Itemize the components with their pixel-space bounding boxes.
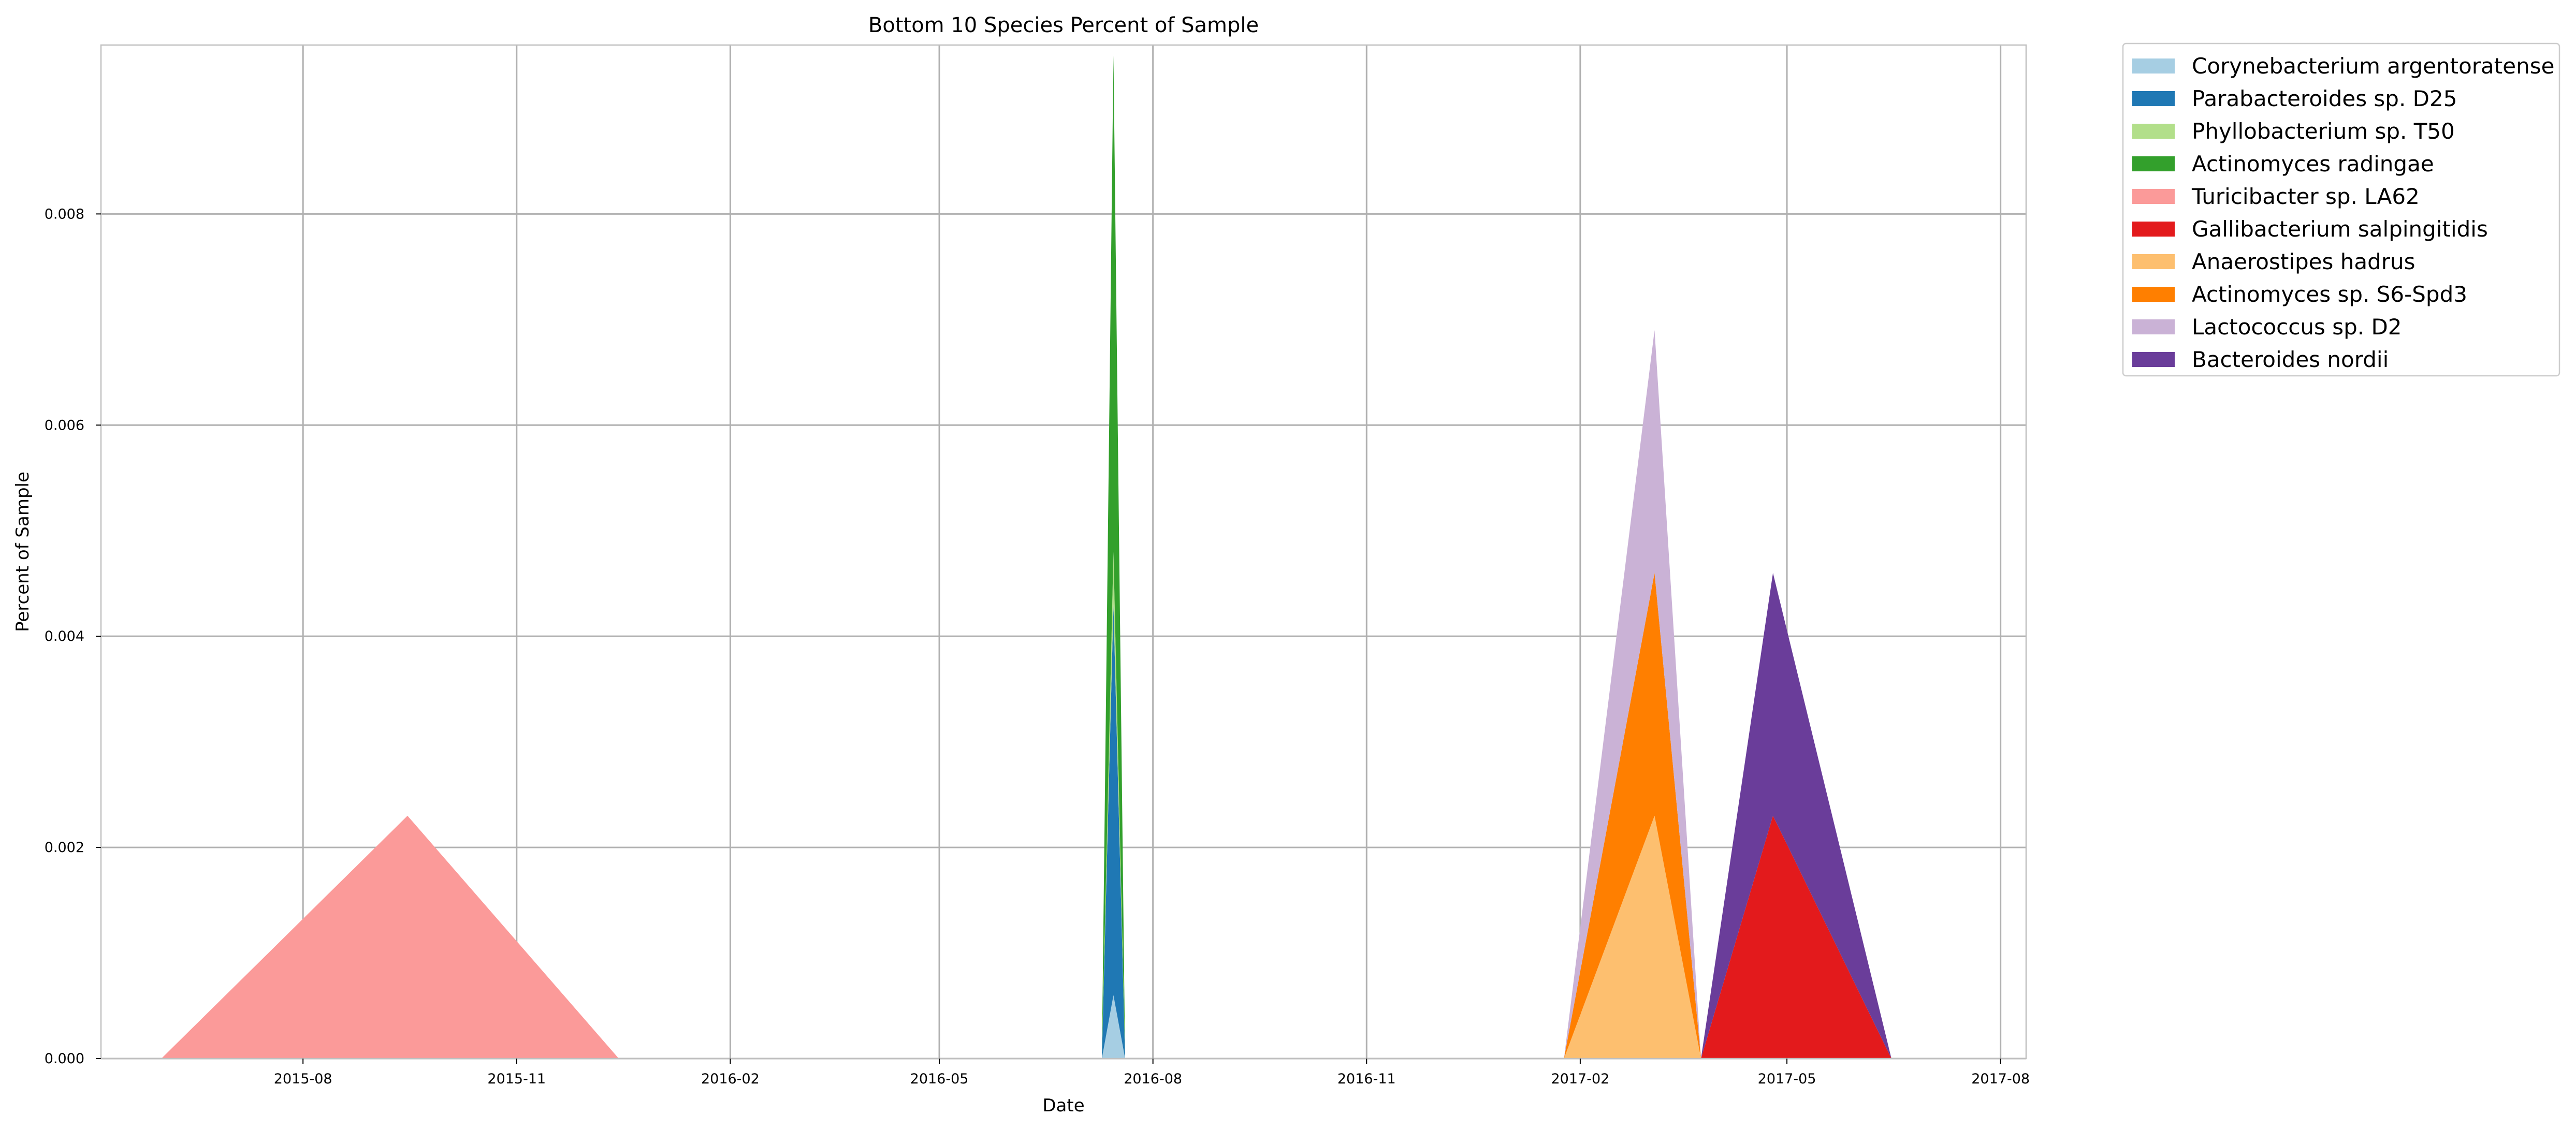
y-axis-ticks: 0.000 0.002 0.004 0.006 0.008 xyxy=(45,206,101,1067)
legend-entry-label: Turicibacter sp. LA62 xyxy=(2191,184,2420,209)
x-tick-label: 2016-02 xyxy=(701,1071,760,1087)
x-tick-label: 2015-11 xyxy=(487,1071,546,1087)
legend-swatch xyxy=(2132,189,2175,204)
x-tick-label: 2017-05 xyxy=(1758,1071,1816,1087)
y-tick-label: 0.004 xyxy=(45,628,84,644)
legend-entry-label: Gallibacterium salpingitidis xyxy=(2192,216,2488,242)
legend-entry-label: Bacteroides nordii xyxy=(2192,347,2389,372)
legend-swatch xyxy=(2132,91,2175,106)
area-series-10 xyxy=(161,55,1891,1059)
legend-swatch xyxy=(2132,124,2175,139)
legend-swatch xyxy=(2132,352,2175,367)
y-tick-label: 0.008 xyxy=(45,206,84,222)
x-tick-label: 2016-11 xyxy=(1337,1071,1396,1087)
y-tick-label: 0.002 xyxy=(45,840,84,856)
legend-entry-label: Parabacteroides sp. D25 xyxy=(2192,86,2457,111)
legend-entry-label: Actinomyces radingae xyxy=(2192,151,2434,177)
x-tick-label: 2016-08 xyxy=(1124,1071,1182,1087)
legend: Corynebacterium argentoratense Parabacter… xyxy=(2122,42,2560,377)
legend-swatch xyxy=(2132,319,2175,334)
x-axis-ticks: 2015-08 2015-11 2016-02 2016-05 2016-08 2016-… xyxy=(274,1059,2030,1087)
y-axis-label: Percent of Sample xyxy=(12,472,33,632)
area-series-5 xyxy=(161,55,1891,1059)
legend-swatch xyxy=(2132,156,2175,171)
chart-title: Bottom 10 Species Percent of Sample xyxy=(868,13,1259,37)
legend-swatch xyxy=(2132,222,2175,237)
x-tick-label: 2015-08 xyxy=(274,1071,332,1087)
legend-entry-label: Lactococcus sp. D2 xyxy=(2192,314,2402,340)
legend-swatch xyxy=(2132,287,2175,302)
legend-entry-label: Anaerostipes hadrus xyxy=(2192,249,2415,274)
x-tick-label: 2017-02 xyxy=(1551,1071,1609,1087)
x-tick-label: 2016-05 xyxy=(910,1071,969,1087)
x-tick-label: 2017-08 xyxy=(1971,1071,2030,1087)
plot-frame xyxy=(100,44,2027,1060)
legend-entry-label: Phyllobacterium sp. T50 xyxy=(2192,119,2455,144)
x-axis-label: Date xyxy=(1042,1095,1084,1116)
legend-box xyxy=(2122,42,2560,377)
y-tick-label: 0.000 xyxy=(45,1051,84,1067)
y-tick-label: 0.006 xyxy=(45,417,84,433)
legend-entry-label: Corynebacterium argentoratense xyxy=(2192,53,2554,79)
legend-entry-label: Actinomyces sp. S6-Spd3 xyxy=(2192,282,2467,307)
area-series xyxy=(161,55,1891,1059)
legend-swatch xyxy=(2132,58,2175,74)
legend-swatch xyxy=(2132,254,2175,269)
